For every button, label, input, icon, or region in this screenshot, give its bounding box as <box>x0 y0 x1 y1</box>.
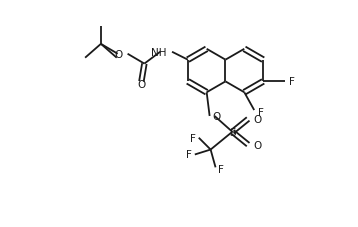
Text: F: F <box>190 133 196 143</box>
Text: O: O <box>253 140 261 150</box>
Text: O: O <box>213 111 221 121</box>
Text: F: F <box>218 165 223 175</box>
Text: NH: NH <box>151 47 166 57</box>
Text: S: S <box>229 127 236 137</box>
Text: F: F <box>258 108 264 118</box>
Text: F: F <box>186 150 192 160</box>
Text: F: F <box>289 77 295 87</box>
Text: O: O <box>137 80 146 90</box>
Text: O: O <box>253 114 261 124</box>
Text: O: O <box>115 49 123 59</box>
